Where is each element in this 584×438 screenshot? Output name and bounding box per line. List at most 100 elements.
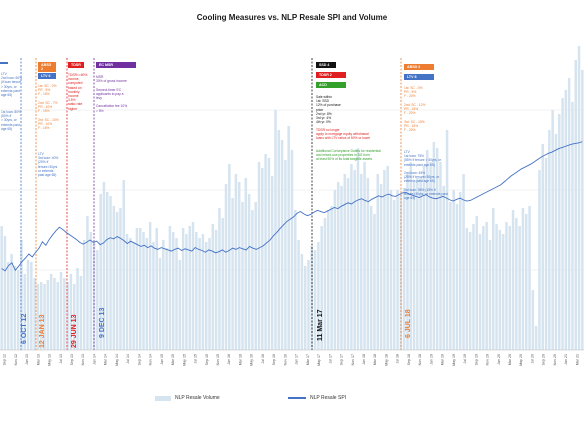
bar-volume [152,242,155,350]
bar-volume [452,190,455,350]
bar-volume [574,60,578,350]
bar-volume [412,182,416,350]
bar-volume [485,222,488,350]
bar-volume [112,206,116,350]
bar-volume [36,284,40,350]
x-tick-label: Jul 16 [261,354,265,364]
bar-volume [244,178,248,350]
bar-volume [498,230,502,350]
bar-volume [39,282,43,350]
x-tick-label: Mar 15 [171,354,175,365]
x-tick-label: Jul 19 [463,354,467,364]
bar-volume [138,228,142,350]
legend-volume-swatch [155,395,171,401]
note-ltv6: LTV 3rd loan: 40% (20% if tenure>30yrs o… [38,152,59,178]
bar-volume [105,192,109,350]
bar-volume [46,280,50,350]
bar-volume [350,164,353,350]
bar-volume [323,218,327,350]
bar-volume [178,260,182,350]
bar-volume [82,240,86,350]
bar-volume [376,174,380,350]
bar-volume [564,90,568,350]
tag-absd3: ABSD 3 [404,64,434,70]
x-tick-label: Jan 20 [497,354,501,365]
bar-volume [369,206,373,350]
bar-volume [66,282,69,350]
bar-volume [353,170,356,350]
bar-volume [465,228,469,350]
bar-volume [300,254,304,350]
bar-volume [234,174,238,350]
bar-volume [340,186,343,350]
x-tick-label: Nov 17 [351,354,355,365]
bar-volume [419,178,422,350]
bar-volume [534,326,538,350]
bar-volume [162,240,165,350]
x-tick-label: Jul 20 [530,354,534,364]
bar-volume [511,210,515,350]
bar-volume [356,148,360,350]
x-tick-label: Jan 19 [429,354,433,365]
bar-volume [468,232,472,350]
bar-volume [462,174,465,350]
x-tick-label: May 15 [182,354,186,366]
bar-volume [6,262,10,350]
bar-volume [208,238,211,350]
bar-volume [284,160,287,350]
x-tick-label: Jan 21 [564,354,568,365]
bar-volume [86,216,89,350]
bar-volume [478,234,482,350]
bar-volume [571,102,574,350]
bar-volume [439,162,442,350]
tag-ltv-left [0,62,8,64]
x-tick-label: Sep 13 [70,354,74,365]
tag-absd2: ABSD 2 [38,62,56,72]
bar-volume [119,208,122,350]
note-left-mid: 1st loan: 80% (60% if > 30yrs, or extend… [1,110,21,131]
bar-volume [406,174,409,350]
bar-volume [26,260,30,350]
bar-volume [488,240,492,350]
bar-volume [168,226,172,350]
bar-volume [373,214,376,350]
bar-volume [135,228,139,350]
bar-volume [241,202,244,350]
bar-volume [204,242,208,350]
bar-volume [317,242,320,350]
bar-volume [198,238,201,350]
bar-volume [76,268,79,350]
x-tick-label: May 14 [115,354,119,366]
bar-volume [3,236,7,350]
bar-volume [313,250,317,350]
bar-volume [435,148,439,350]
x-tick-label: May 17 [317,354,321,366]
date-dec13: 9 DEC 13 [99,307,106,338]
bar-volume [115,212,119,350]
bar-volume [69,274,73,350]
bar-volume [525,214,528,350]
bar-volume [518,226,521,350]
bar-volume [297,240,300,350]
x-tick-label: Mar 20 [508,354,512,365]
bar-volume [251,210,254,350]
legend-volume-label: NLP Resale Volume [175,395,220,401]
x-tick-label: Jan 16 [227,354,231,365]
legend-spi: NLP Resale SPI [288,395,346,401]
x-tick-label: Sep 12 [3,354,7,365]
bar-volume [277,130,281,350]
x-tick-label: May 13 [48,354,52,366]
bar-volume [505,222,508,350]
note-ec: MSR 30% of gross income Second-timer EC … [96,75,128,113]
bar-volume [346,178,350,350]
x-tick-label: Nov 13 [81,354,85,365]
bar-volume [175,238,178,350]
tag-ssd4: SSD 4 [316,62,336,68]
bar-volume [581,70,584,350]
bar-volume [96,250,99,350]
x-tick-label: Mar 21 [575,354,579,365]
bar-volume [181,228,185,350]
bar-volume [567,78,571,350]
x-tick-label: Sep 20 [542,354,546,365]
